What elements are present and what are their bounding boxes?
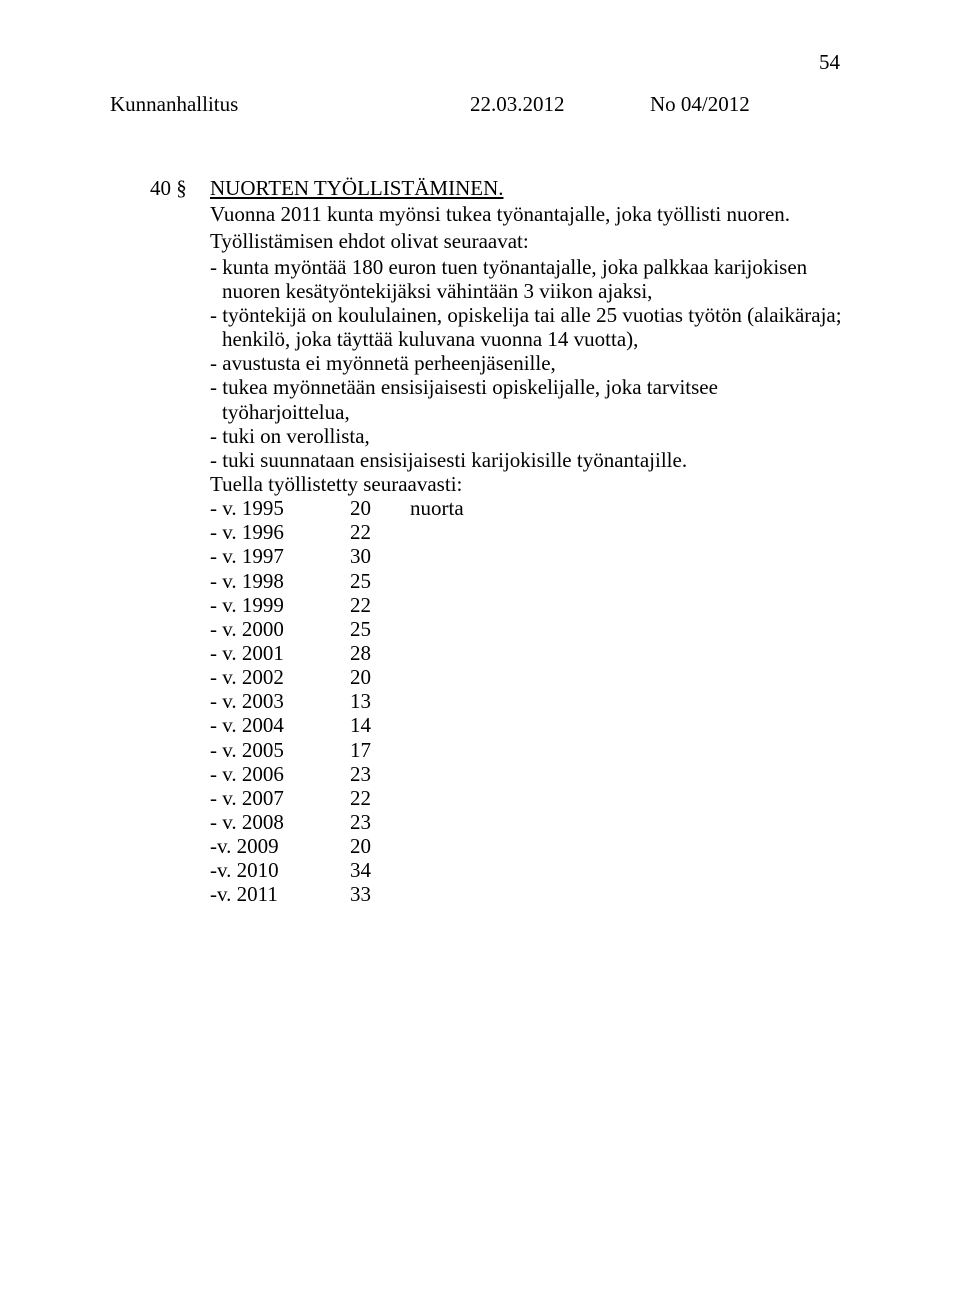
year-extra: [410, 665, 850, 689]
document-date: 22.03.2012: [470, 92, 650, 116]
year-value: 30: [350, 544, 410, 568]
year-value: 17: [350, 738, 410, 762]
year-value: 34: [350, 858, 410, 882]
year-value: 14: [350, 713, 410, 737]
employment-table: - v. 199520nuorta- v. 199622- v. 199730-…: [210, 496, 850, 906]
year-extra: [410, 762, 850, 786]
condition-item: - avustusta ei myönnetä perheenjäsenille…: [210, 351, 850, 375]
year-value: 20: [350, 834, 410, 858]
employment-year-row: - v. 200128: [210, 641, 850, 665]
year-value: 20: [350, 665, 410, 689]
employment-table-intro: Tuella työllistetty seuraavasti:: [210, 472, 850, 496]
condition-item: - tuki on verollista,: [210, 424, 850, 448]
year-extra: [410, 569, 850, 593]
section-body: NUORTEN TYÖLLISTÄMINEN. Vuonna 2011 kunt…: [210, 176, 850, 906]
year-label: - v. 1997: [210, 544, 350, 568]
year-value: 20: [350, 496, 410, 520]
year-extra: [410, 617, 850, 641]
section: 40 § NUORTEN TYÖLLISTÄMINEN. Vuonna 2011…: [110, 176, 850, 906]
year-extra: [410, 810, 850, 834]
year-extra: [410, 858, 850, 882]
employment-year-row: -v. 201034: [210, 858, 850, 882]
document-header: Kunnanhallitus 22.03.2012 No 04/2012: [110, 92, 850, 116]
year-value: 25: [350, 569, 410, 593]
conditions-intro: Työllistämisen ehdot olivat seuraavat:: [210, 229, 850, 253]
board-name: Kunnanhallitus: [110, 92, 470, 116]
year-value: 23: [350, 762, 410, 786]
year-value: 28: [350, 641, 410, 665]
employment-year-row: - v. 199825: [210, 569, 850, 593]
condition-item: - tukea myönnetään ensisijaisesti opiske…: [210, 375, 850, 423]
year-label: -v. 2011: [210, 882, 350, 906]
year-label: - v. 2004: [210, 713, 350, 737]
year-value: 13: [350, 689, 410, 713]
year-label: - v. 1999: [210, 593, 350, 617]
year-extra: [410, 593, 850, 617]
conditions-list: - kunta myöntää 180 euron tuen työnantaj…: [210, 255, 850, 472]
year-extra: [410, 713, 850, 737]
year-label: - v. 2007: [210, 786, 350, 810]
year-label: -v. 2009: [210, 834, 350, 858]
employment-year-row: -v. 201133: [210, 882, 850, 906]
year-extra: [410, 786, 850, 810]
year-value: 22: [350, 520, 410, 544]
year-value: 25: [350, 617, 410, 641]
employment-year-row: - v. 200220: [210, 665, 850, 689]
section-number: 40 §: [110, 176, 210, 906]
year-extra: nuorta: [410, 496, 850, 520]
year-value: 23: [350, 810, 410, 834]
employment-year-row: - v. 199730: [210, 544, 850, 568]
condition-item: - tuki suunnataan ensisijaisesti karijok…: [210, 448, 850, 472]
year-label: - v. 1998: [210, 569, 350, 593]
employment-year-row: - v. 200025: [210, 617, 850, 641]
year-label: - v. 1996: [210, 520, 350, 544]
year-extra: [410, 882, 850, 906]
employment-year-row: - v. 199622: [210, 520, 850, 544]
page-number: 54: [110, 50, 850, 74]
employment-year-row: - v. 200623: [210, 762, 850, 786]
employment-year-row: - v. 200823: [210, 810, 850, 834]
section-title: NUORTEN TYÖLLISTÄMINEN.: [210, 176, 850, 200]
employment-year-row: - v. 199922: [210, 593, 850, 617]
year-extra: [410, 738, 850, 762]
year-label: - v. 2002: [210, 665, 350, 689]
year-extra: [410, 544, 850, 568]
year-label: - v. 2001: [210, 641, 350, 665]
intro-text: Vuonna 2011 kunta myönsi tukea työnantaj…: [210, 202, 850, 226]
year-extra: [410, 520, 850, 544]
employment-year-row: - v. 200722: [210, 786, 850, 810]
employment-year-row: - v. 200517: [210, 738, 850, 762]
employment-year-row: - v. 199520nuorta: [210, 496, 850, 520]
year-value: 22: [350, 593, 410, 617]
year-label: - v. 1995: [210, 496, 350, 520]
condition-item: - työntekijä on koululainen, opiskelija …: [210, 303, 850, 351]
condition-item: - kunta myöntää 180 euron tuen työnantaj…: [210, 255, 850, 303]
year-label: - v. 2006: [210, 762, 350, 786]
employment-year-row: - v. 200414: [210, 713, 850, 737]
year-extra: [410, 689, 850, 713]
year-extra: [410, 834, 850, 858]
year-label: - v. 2008: [210, 810, 350, 834]
employment-year-row: -v. 200920: [210, 834, 850, 858]
year-label: - v. 2000: [210, 617, 350, 641]
employment-year-row: - v. 200313: [210, 689, 850, 713]
year-extra: [410, 641, 850, 665]
year-label: - v. 2005: [210, 738, 350, 762]
year-value: 33: [350, 882, 410, 906]
year-value: 22: [350, 786, 410, 810]
document-number: No 04/2012: [650, 92, 850, 116]
year-label: - v. 2003: [210, 689, 350, 713]
year-label: -v. 2010: [210, 858, 350, 882]
